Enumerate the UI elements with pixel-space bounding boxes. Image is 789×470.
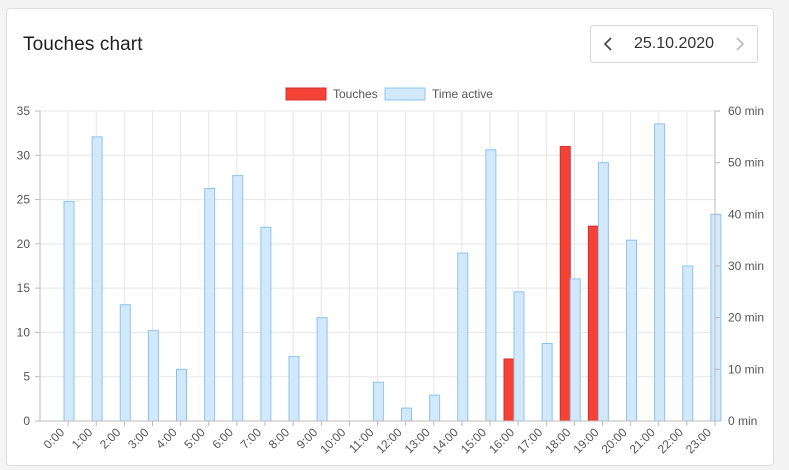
time-active-bar	[176, 368, 187, 422]
time-active-bar	[316, 317, 328, 422]
time-active-bar	[260, 226, 272, 422]
time-active-bar	[626, 239, 637, 422]
y-left-tick-label: 20	[17, 237, 31, 251]
next-date-button[interactable]	[732, 36, 748, 52]
x-tick-label: 5:00	[181, 425, 208, 452]
x-tick-label: 3:00	[125, 425, 152, 452]
x-tick-label: 21:00	[627, 425, 658, 456]
x-tick-label: 19:00	[570, 425, 601, 456]
time-active-bar	[569, 278, 581, 422]
x-tick-label: 13:00	[402, 425, 433, 456]
x-tick-label: 23:00	[683, 425, 714, 456]
x-tick-label: 20:00	[599, 425, 630, 456]
legend-time-active-label: Time active	[432, 87, 493, 101]
time-active-bar	[485, 149, 497, 422]
time-active-bar	[457, 252, 469, 422]
y-left-tick-label: 25	[17, 193, 31, 207]
time-active-bar	[513, 291, 525, 422]
time-active-bar	[401, 407, 412, 422]
touches-bar	[559, 145, 571, 422]
time-active-bar	[232, 175, 244, 422]
legend-time-active-swatch	[384, 87, 426, 101]
time-active-bar	[119, 304, 131, 422]
x-tick-label: 16:00	[486, 425, 517, 456]
time-active-bar	[654, 123, 666, 422]
chevron-left-icon	[603, 37, 612, 51]
y-left-tick-label: 10	[17, 325, 31, 339]
x-tick-label: 17:00	[514, 425, 545, 456]
y-left-tick-label: 5	[23, 370, 30, 384]
chart-grid	[39, 110, 716, 422]
touches-bar	[503, 358, 515, 422]
x-tick-label: 12:00	[374, 425, 405, 456]
time-active-bar	[147, 330, 159, 422]
time-active-bar	[429, 394, 441, 422]
chevron-right-icon	[736, 37, 745, 51]
prev-date-button[interactable]	[600, 36, 616, 52]
y-left-tick-label: 15	[17, 281, 31, 295]
time-active-bar	[597, 162, 609, 422]
x-tick-label: 0:00	[41, 425, 68, 452]
y-right-tick-label: 50 min	[728, 156, 764, 170]
x-tick-label: 6:00	[210, 425, 237, 452]
time-active-bar	[91, 136, 103, 422]
x-tick-label: 15:00	[458, 425, 489, 456]
y-right-tick-label: 10 min	[728, 362, 764, 376]
date-value: 25.10.2020	[633, 35, 715, 52]
touches-chart-card: Touches chart 25.10.2020	[6, 8, 774, 466]
y-right-tick-label: 20 min	[728, 311, 764, 325]
x-tick-label: 4:00	[153, 425, 180, 452]
x-tick-label: 7:00	[238, 425, 265, 452]
time-active-bar	[372, 381, 384, 422]
x-tick-label: 22:00	[655, 425, 686, 456]
y-left-tick-label: 0	[23, 414, 30, 428]
x-tick-label: 8:00	[266, 425, 293, 452]
time-active-bar	[541, 343, 553, 422]
x-tick-label: 1:00	[69, 425, 96, 452]
x-tick-label: 2:00	[97, 425, 124, 452]
y-right-tick-label: 40 min	[728, 207, 764, 221]
touches-bar	[587, 225, 599, 422]
y-right-tick-label: 0 min	[728, 414, 757, 428]
y-left-tick-label: 30	[17, 148, 31, 162]
y-left-tick-label: 35	[17, 104, 31, 118]
date-picker: 25.10.2020	[590, 25, 758, 63]
x-tick-label: 10:00	[317, 425, 348, 456]
y-right-tick-label: 30 min	[728, 259, 764, 273]
legend-touches-label: Touches	[333, 87, 378, 101]
y-right-tick-label: 60 min	[728, 104, 764, 118]
time-active-bar	[204, 188, 216, 422]
chart-legend: Touches Time active	[285, 87, 493, 101]
card-title: Touches chart	[23, 34, 143, 55]
x-tick-label: 18:00	[542, 425, 573, 456]
time-active-bar	[288, 355, 300, 422]
x-tick-label: 11:00	[346, 425, 377, 456]
x-tick-label: 14:00	[430, 425, 461, 456]
x-tick-label: 9:00	[294, 425, 321, 452]
time-active-bar	[63, 200, 75, 422]
legend-touches-swatch	[285, 87, 327, 101]
time-active-bar	[682, 265, 694, 422]
